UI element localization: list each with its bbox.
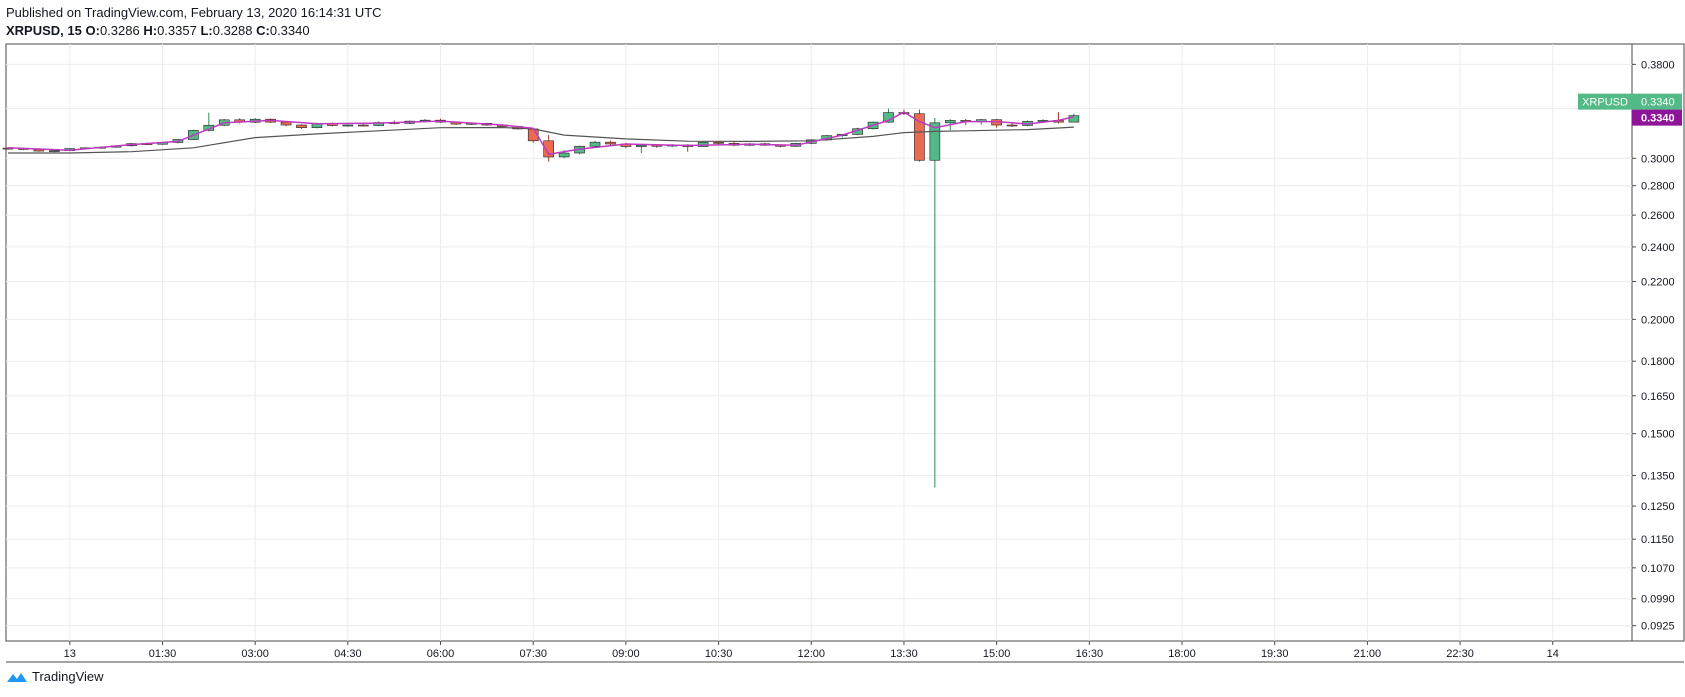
x-tick-label: 01:30 (149, 648, 177, 660)
candle-body (296, 124, 307, 129)
y-tick-label: 0.2800 (1641, 181, 1675, 193)
candle-body (636, 144, 647, 147)
price-axis (1631, 43, 1685, 642)
x-tick-label: 10:30 (705, 648, 733, 660)
y-tick-label: 0.2200 (1641, 276, 1675, 288)
candle-body (280, 121, 292, 126)
x-tick-label: 13 (64, 648, 76, 660)
candle-body (929, 122, 941, 161)
candle-body (945, 120, 956, 124)
candle-body (713, 141, 724, 144)
candle-body (605, 141, 616, 145)
candle-body (49, 150, 60, 152)
candle-body (1006, 124, 1018, 127)
y-tick-label: 0.1800 (1641, 356, 1675, 368)
x-tick-label: 21:00 (1354, 648, 1382, 660)
x-tick-label: 16:30 (1076, 648, 1104, 660)
x-tick-label: 03:00 (241, 648, 269, 660)
brand-name: TradingView (32, 669, 104, 684)
chart-header: Published on TradingView.com, February 1… (6, 4, 382, 40)
open-value: 0.3286 (99, 23, 140, 38)
y-tick-label: 0.1500 (1641, 429, 1675, 441)
tradingview-logo-icon (7, 672, 27, 682)
open-label: O: (85, 23, 100, 38)
x-tick-label: 19:30 (1261, 648, 1289, 660)
symbol-value-box (1632, 93, 1682, 110)
candle-body (543, 140, 554, 158)
x-tick-label: 07:30 (519, 648, 547, 660)
x-tick-label: 09:00 (612, 648, 640, 660)
moving-average-slow (8, 126, 1074, 154)
published-line: Published on TradingView.com, February 1… (6, 5, 382, 20)
last-price-label: 0.3340 (1641, 113, 1675, 125)
high-value: 0.3357 (157, 23, 197, 38)
y-tick-label: 0.3800 (1641, 59, 1675, 71)
close-value: 0.3340 (269, 23, 310, 38)
y-tick-label: 0.1650 (1641, 391, 1675, 403)
symbol-value-label: 0.3340 (1641, 97, 1675, 109)
x-tick-label: 14 (1547, 648, 1559, 660)
last-price-tag (1632, 109, 1682, 126)
y-tick-label: 0.1250 (1641, 501, 1675, 513)
y-tick-label: 0.2400 (1641, 242, 1675, 254)
footer-brand[interactable]: TradingView (6, 669, 104, 684)
candle-body (589, 141, 601, 147)
x-tick-label: 22:30 (1446, 648, 1474, 660)
ohlc-line: XRPUSD, 15 O:0.3286 H:0.3357 L:0.3288 C:… (6, 22, 382, 40)
x-tick-label: 04:30 (334, 648, 362, 660)
y-tick-label: 0.1070 (1641, 563, 1675, 575)
y-tick-label: 0.2600 (1641, 210, 1675, 222)
y-tick-label: 0.2000 (1641, 314, 1675, 326)
symbol-label: XRPUSD (1582, 97, 1628, 109)
symbol-interval: XRPUSD, 15 (6, 23, 82, 38)
y-tick-label: 0.1150 (1641, 534, 1674, 546)
y-tick-label: 0.3000 (1641, 153, 1675, 165)
moving-average-fast (7, 111, 1075, 156)
y-tick-label: 0.0990 (1641, 594, 1675, 606)
candle-body (342, 124, 354, 127)
x-tick-label: 15:00 (983, 648, 1011, 660)
candle-body (1068, 115, 1080, 123)
candle-body (914, 113, 925, 161)
x-tick-label: 18:00 (1168, 648, 1196, 660)
x-tick-label: 13:30 (890, 648, 918, 660)
candle-body (357, 124, 369, 127)
close-label: C: (256, 23, 270, 38)
high-label: H: (143, 23, 158, 38)
x-tick-label: 06:00 (427, 648, 455, 660)
symbol-label-box (1578, 93, 1632, 110)
x-tick-label: 12:00 (798, 648, 826, 660)
y-tick-label: 0.0925 (1641, 621, 1675, 633)
candle-body (558, 152, 570, 158)
plot-area (5, 43, 1633, 642)
low-value: 0.3288 (212, 23, 253, 38)
y-tick-label: 0.1350 (1641, 470, 1675, 482)
candle-body (203, 124, 215, 131)
low-label: L: (200, 23, 213, 38)
